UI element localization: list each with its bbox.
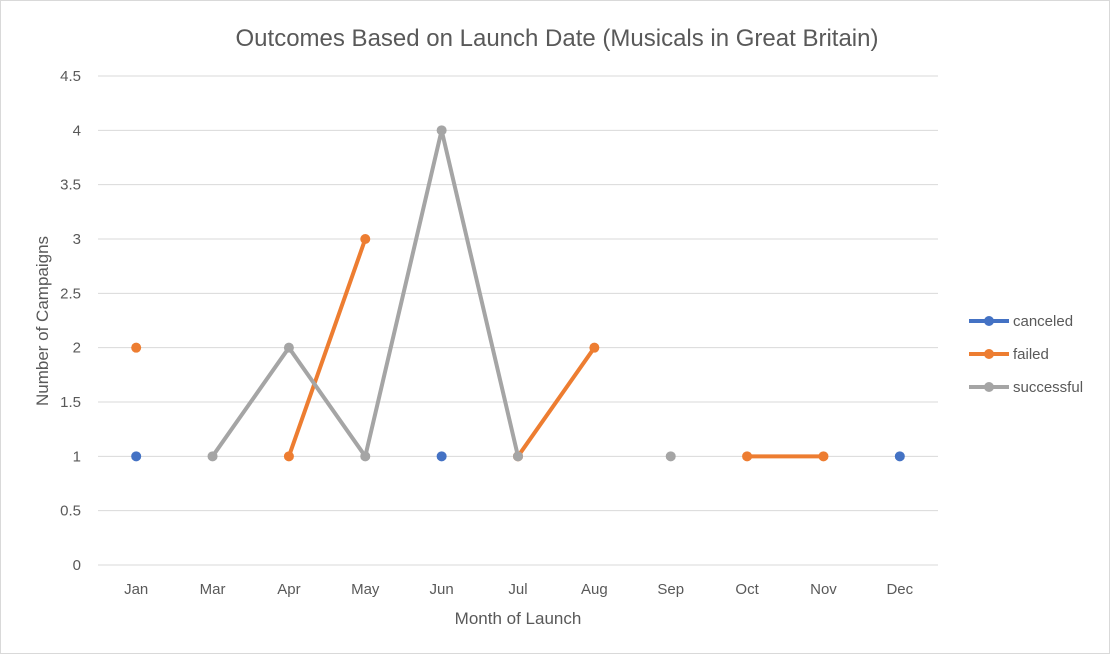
y-tick-label: 3 xyxy=(73,231,81,248)
series-line xyxy=(286,237,368,459)
series-line xyxy=(516,345,597,459)
legend-marker xyxy=(984,382,994,392)
x-tick-label: Mar xyxy=(200,581,226,598)
data-point xyxy=(360,451,371,462)
data-point xyxy=(436,125,447,136)
data-point xyxy=(360,234,371,244)
x-tick-label: Aug xyxy=(581,581,608,598)
legend-item-canceled: canceled xyxy=(969,313,1073,330)
series-canceled xyxy=(131,451,905,462)
data-point xyxy=(894,451,905,462)
legend-marker xyxy=(984,349,994,359)
x-tick-label: May xyxy=(351,581,380,598)
chart-title: Outcomes Based on Launch Date (Musicals … xyxy=(236,25,879,52)
x-tick-label: Jul xyxy=(508,581,527,598)
data-point xyxy=(818,451,829,462)
y-tick-label: 1 xyxy=(73,448,81,465)
legend-label: canceled xyxy=(1013,313,1073,330)
series-layer xyxy=(131,125,905,462)
y-tick-label: 3.5 xyxy=(60,177,81,194)
x-tick-label: Jan xyxy=(124,581,148,598)
data-point xyxy=(283,342,294,353)
y-axis-title: Number of Campaigns xyxy=(33,236,52,406)
y-tick-label: 2 xyxy=(73,340,81,357)
y-tick-label: 1.5 xyxy=(60,394,81,411)
data-point xyxy=(436,451,447,462)
legend-label: failed xyxy=(1013,346,1049,363)
x-tick-label: Sep xyxy=(657,581,684,598)
x-axis-title: Month of Launch xyxy=(455,609,582,628)
y-tick-label: 2.5 xyxy=(60,285,81,302)
y-tick-label: 4 xyxy=(73,122,81,139)
y-tick-label: 0.5 xyxy=(60,503,81,520)
gridlines xyxy=(98,75,938,566)
x-tick-label: Oct xyxy=(735,581,759,598)
x-tick-label: Jun xyxy=(430,581,454,598)
legend: canceled failed successful xyxy=(969,313,1083,396)
y-tick-label: 0 xyxy=(73,557,81,574)
data-point xyxy=(131,342,142,353)
legend-label: successful xyxy=(1013,379,1083,396)
legend-marker xyxy=(984,316,994,326)
x-tick-label: Dec xyxy=(886,581,913,598)
data-point xyxy=(665,451,676,462)
y-axis-ticks: 0 0.5 1 1.5 2 2.5 3 3.5 4 4.5 xyxy=(60,68,81,574)
data-point xyxy=(283,451,294,462)
x-tick-label: Apr xyxy=(277,581,300,598)
y-tick-label: 4.5 xyxy=(60,68,81,85)
series-successful xyxy=(207,125,676,462)
legend-item-failed: failed xyxy=(969,346,1049,363)
x-axis-ticks: Jan Mar Apr May Jun Jul Aug Sep Oct Nov Dec xyxy=(124,581,914,598)
x-tick-label: Nov xyxy=(810,581,837,598)
data-point xyxy=(742,451,753,462)
data-point xyxy=(207,451,218,462)
data-point xyxy=(589,342,600,353)
legend-item-successful: successful xyxy=(969,379,1083,396)
data-point xyxy=(131,451,142,462)
data-point xyxy=(513,451,523,462)
